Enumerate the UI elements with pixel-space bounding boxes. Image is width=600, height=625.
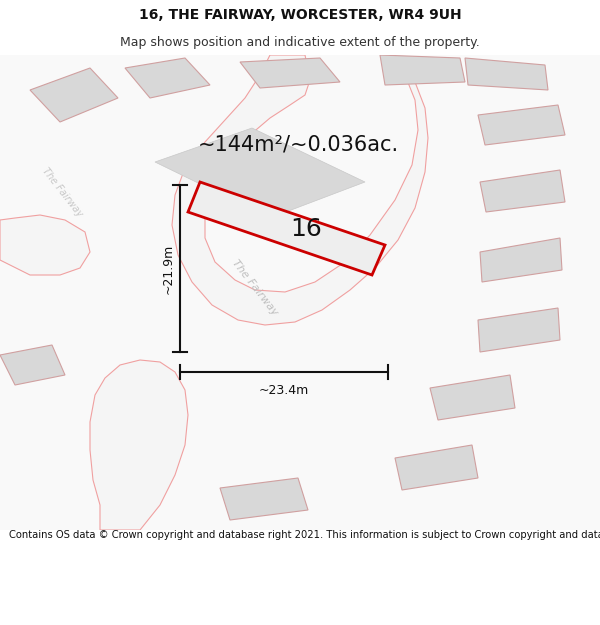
Polygon shape	[465, 58, 548, 90]
Text: The Fairway: The Fairway	[40, 166, 84, 219]
Text: Map shows position and indicative extent of the property.: Map shows position and indicative extent…	[120, 36, 480, 49]
Polygon shape	[188, 182, 385, 275]
Polygon shape	[155, 128, 365, 218]
Polygon shape	[90, 360, 188, 530]
Polygon shape	[220, 478, 308, 520]
Polygon shape	[240, 58, 340, 88]
Polygon shape	[478, 308, 560, 352]
Polygon shape	[480, 170, 565, 212]
Text: ~23.4m: ~23.4m	[259, 384, 309, 397]
Text: ~144m²/~0.036ac.: ~144m²/~0.036ac.	[197, 135, 398, 155]
Text: ~21.9m: ~21.9m	[162, 243, 175, 294]
Polygon shape	[430, 375, 515, 420]
Text: 16: 16	[290, 216, 322, 241]
Polygon shape	[0, 215, 90, 275]
Text: 16, THE FAIRWAY, WORCESTER, WR4 9UH: 16, THE FAIRWAY, WORCESTER, WR4 9UH	[139, 8, 461, 22]
Polygon shape	[480, 238, 562, 282]
Polygon shape	[380, 55, 465, 85]
Polygon shape	[478, 105, 565, 145]
Text: Contains OS data © Crown copyright and database right 2021. This information is : Contains OS data © Crown copyright and d…	[9, 530, 600, 540]
Polygon shape	[395, 445, 478, 490]
Polygon shape	[172, 55, 428, 325]
Polygon shape	[30, 68, 118, 122]
Text: The Fairway: The Fairway	[230, 258, 280, 318]
Polygon shape	[125, 58, 210, 98]
Polygon shape	[0, 345, 65, 385]
